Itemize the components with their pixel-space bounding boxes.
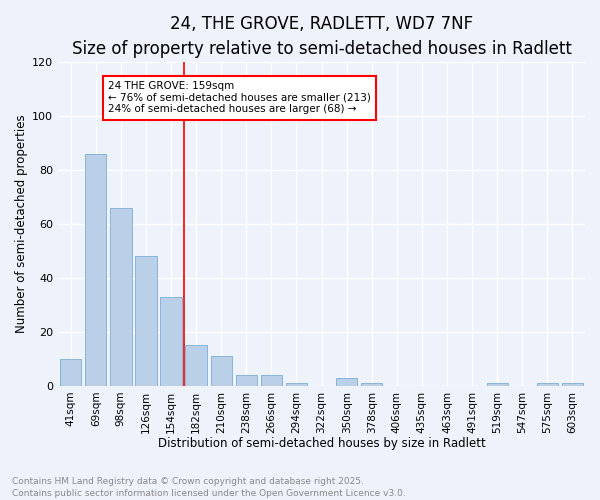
Text: Contains HM Land Registry data © Crown copyright and database right 2025.
Contai: Contains HM Land Registry data © Crown c… <box>12 476 406 498</box>
Bar <box>562 383 583 386</box>
Title: 24, THE GROVE, RADLETT, WD7 7NF
Size of property relative to semi-detached house: 24, THE GROVE, RADLETT, WD7 7NF Size of … <box>71 15 572 58</box>
Bar <box>361 383 382 386</box>
Bar <box>185 346 207 386</box>
Bar <box>336 378 358 386</box>
Bar <box>135 256 157 386</box>
Bar <box>85 154 106 386</box>
Text: 24 THE GROVE: 159sqm
← 76% of semi-detached houses are smaller (213)
24% of semi: 24 THE GROVE: 159sqm ← 76% of semi-detac… <box>109 81 371 114</box>
Bar <box>60 359 82 386</box>
Bar <box>487 383 508 386</box>
X-axis label: Distribution of semi-detached houses by size in Radlett: Distribution of semi-detached houses by … <box>158 437 485 450</box>
Y-axis label: Number of semi-detached properties: Number of semi-detached properties <box>15 115 28 334</box>
Bar <box>211 356 232 386</box>
Bar <box>110 208 131 386</box>
Bar <box>261 375 282 386</box>
Bar <box>286 383 307 386</box>
Bar <box>537 383 558 386</box>
Bar <box>160 297 182 386</box>
Bar <box>236 375 257 386</box>
